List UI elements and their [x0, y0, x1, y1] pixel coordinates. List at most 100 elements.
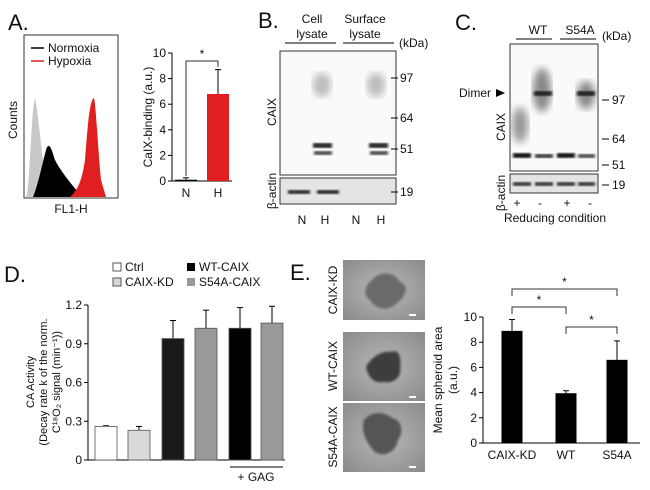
y-axis-label-d: CA Activity (Decay rate k of the norm. C…: [25, 318, 63, 445]
significance-star: *: [562, 275, 567, 289]
ylabel-line: CA Activity: [25, 356, 37, 408]
y-tick-label: 10: [464, 310, 478, 324]
marker-19: 19: [400, 185, 414, 199]
lane-label: H: [377, 213, 386, 227]
significance-bracket: [511, 288, 618, 296]
histogram-ylabel: Counts: [6, 101, 20, 139]
row-label-actin: β-actin: [265, 173, 279, 209]
marker-64: 64: [400, 111, 414, 125]
reducing-condition-label: Reducing condition: [504, 211, 606, 225]
row-label-actin: β-actin: [494, 175, 508, 211]
header-s54a: S54A: [565, 23, 594, 37]
marker-97: 97: [612, 93, 626, 107]
image-label: WT-CAIX: [326, 341, 340, 391]
header-wt: WT: [529, 23, 548, 37]
panel-label-b: B.: [258, 8, 279, 33]
significance-star: *: [200, 47, 205, 61]
significance-bracket: [511, 306, 567, 314]
bar-s54a: [606, 359, 628, 443]
x-tick-label: S54A: [602, 448, 631, 462]
bar-wt: [555, 393, 577, 443]
y-tick-label: 8: [470, 335, 477, 349]
bar-h: [207, 93, 229, 181]
lane-label: -: [538, 196, 542, 210]
lane-label: -: [588, 196, 592, 210]
bar-n: [175, 179, 197, 181]
header-cell: Cell: [302, 12, 323, 26]
header-lysate: lysate: [296, 27, 328, 41]
marker-97: 97: [400, 71, 414, 85]
lane-label: +: [513, 196, 520, 210]
spheroid-area-chart: 0 2 4 6 8 10 CAIX-KD WT S54A * * *: [464, 275, 640, 462]
y-tick-label: 2: [159, 148, 166, 162]
y-tick-label: 1.2: [65, 298, 82, 312]
y-tick-label: 6: [159, 97, 166, 111]
lane-label: +: [563, 196, 570, 210]
legend-ctrl: Ctrl: [125, 260, 144, 274]
image-label: CAIX-KD: [326, 265, 340, 314]
panel-label-a: A.: [8, 10, 29, 35]
actin-blot: [509, 173, 599, 194]
ylabel-line: (a.u.): [446, 366, 460, 394]
x-tick-label: H: [214, 186, 223, 200]
dimer-arrow-icon: [496, 89, 505, 97]
lane-label: N: [352, 213, 361, 227]
significance-star: *: [589, 313, 594, 327]
caix-binding-chart: CaIX-binding (a.u.) 0 2 4 6 8 10 N H *: [141, 46, 232, 200]
bar-wt-caix: [161, 338, 185, 461]
y-tick-label: 4: [470, 386, 477, 400]
dimer-label: Dimer: [459, 86, 491, 100]
y-tick-label: 8: [159, 72, 166, 86]
panel-label-c: C.: [455, 10, 477, 35]
marker-19: 19: [612, 178, 626, 192]
lane-label: N: [298, 213, 307, 227]
legend-hypoxia: Hypoxia: [48, 54, 92, 68]
significance-bracket: [185, 60, 219, 176]
histogram-xlabel: FL1-H: [54, 202, 87, 216]
row-label-caix: CAIX: [265, 98, 279, 126]
y-tick-label: 4: [159, 123, 166, 137]
y-tick-label: 0.9: [65, 337, 82, 351]
marker-51: 51: [400, 142, 414, 156]
header-lysate: lysate: [349, 27, 381, 41]
image-label: S54A-CAIX: [326, 406, 340, 467]
row-label-caix: CAIX: [494, 113, 508, 141]
hypoxia-histogram: [70, 98, 106, 197]
marker-64: 64: [612, 132, 626, 146]
panel-label-d: D.: [4, 262, 26, 287]
significance-bracket: [565, 326, 618, 334]
x-tick-label: WT: [557, 448, 576, 462]
ylabel-line: C¹⁸O₂ signal (min⁻¹)): [51, 331, 63, 433]
legend-d: Ctrl CAIX-KD WT-CAIX S54A-CAIX: [112, 260, 260, 289]
legend-wt-caix: WT-CAIX: [199, 260, 249, 274]
y-tick-label: 0: [75, 453, 82, 467]
bar-wt-caix-gag: [228, 327, 252, 461]
legend-s54a-caix: S54A-CAIX: [199, 275, 260, 289]
ylabel-line: Mean spheroid area: [431, 326, 445, 433]
y-tick-label: 10: [153, 46, 167, 60]
y-tick-label: 0.6: [65, 376, 82, 390]
x-tick-label: CAIX-KD: [488, 448, 537, 462]
legend-caix-kd: CAIX-KD: [125, 275, 174, 289]
western-blot-c: WT S54A (kDa) Dimer CAIX β-actin 97 64 5…: [459, 23, 631, 225]
ylabel-line: (Decay rate k of the norm.: [38, 318, 50, 445]
spheroid-images: CAIX-KD WT-CAIX S54A-CAIX: [326, 260, 425, 472]
y-tick-label: 0: [159, 174, 166, 188]
histogram-frame: [23, 34, 119, 199]
caix-blot: [279, 50, 397, 176]
panel-label-e: E.: [290, 260, 311, 285]
y-axis-label: CaIX-binding (a.u.): [141, 67, 155, 168]
y-tick-label: 0.3: [65, 414, 82, 428]
header-surface: Surface: [344, 12, 386, 26]
bar-s54a-caix: [194, 327, 218, 461]
western-blot-b: Cell lysate Surface lysate (kDa) CAIX β-…: [265, 12, 428, 227]
kda-label: (kDa): [399, 36, 428, 50]
lane-label: H: [321, 213, 330, 227]
y-tick-label: 6: [470, 360, 477, 374]
gag-label: + GAG: [237, 470, 274, 484]
marker-51: 51: [612, 158, 626, 172]
kda-label: (kDa): [602, 29, 631, 43]
bar-s54a-caix-gag: [260, 322, 284, 461]
significance-star: *: [537, 293, 542, 307]
